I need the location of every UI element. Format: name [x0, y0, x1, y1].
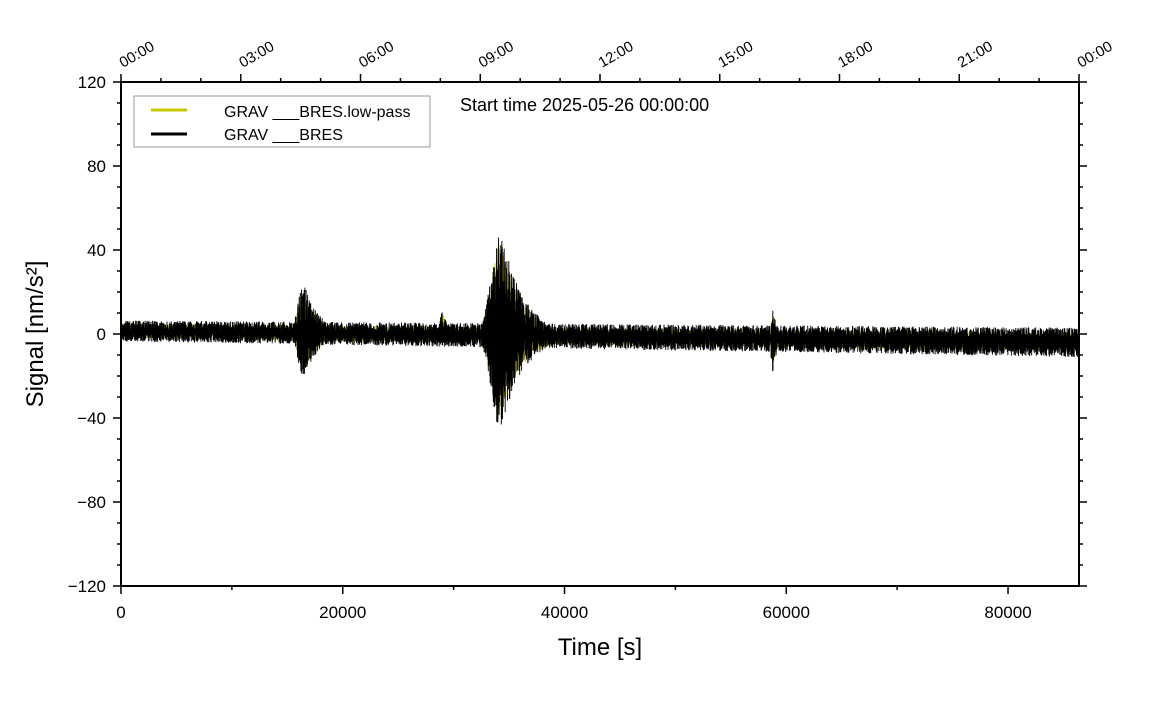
legend-box: [133, 95, 431, 148]
top-time-label: 03:00: [236, 38, 277, 71]
y-tick-label: −40: [77, 409, 106, 428]
y-tick-label: −80: [77, 493, 106, 512]
x-tick-label: 60000: [763, 603, 810, 622]
axis-ticks: [113, 74, 1087, 594]
legend-label-raw: GRAV ___BRES: [224, 127, 343, 144]
top-time-label: 00:00: [117, 38, 158, 71]
top-time-label: 00:00: [1075, 38, 1116, 71]
y-tick-label: 40: [87, 241, 106, 260]
y-tick-label: 80: [87, 157, 106, 176]
x-tick-label: 20000: [319, 603, 366, 622]
y-tick-label: −120: [68, 577, 106, 596]
top-time-label: 06:00: [356, 38, 397, 71]
x-axis-label: Time [s]: [558, 634, 642, 661]
top-time-label: 09:00: [476, 38, 517, 71]
top-time-label: 18:00: [835, 38, 876, 71]
top-time-label: 12:00: [596, 38, 637, 71]
y-tick-label: 120: [78, 73, 106, 92]
x-tick-label: 40000: [541, 603, 588, 622]
legend-label-low-pass: GRAV ___BRES.low-pass: [224, 104, 410, 121]
top-time-label: 21:00: [955, 38, 996, 71]
top-time-labels: 00:00 03:00 06:00 09:00 12:00 15:00 18:00 21:00…: [117, 38, 1116, 71]
y-axis-label: Signal [nm/s²]: [22, 261, 49, 408]
legend: GRAV ___BRES.low-pass GRAV ___BRES: [133, 95, 431, 148]
y-tick-labels: −120 −80 −40 0 40 80 120: [68, 73, 106, 596]
x-tick-label: 80000: [984, 603, 1031, 622]
y-tick-label: 0: [97, 325, 106, 344]
x-tick-labels: 0 20000 40000 60000 80000: [116, 603, 1031, 622]
x-tick-label: 0: [116, 603, 125, 622]
trace-raw: [120, 237, 1080, 425]
traces: [120, 237, 1080, 425]
chart-title: Start time 2025-05-26 00:00:00: [460, 95, 709, 115]
top-time-label: 15:00: [715, 38, 756, 71]
